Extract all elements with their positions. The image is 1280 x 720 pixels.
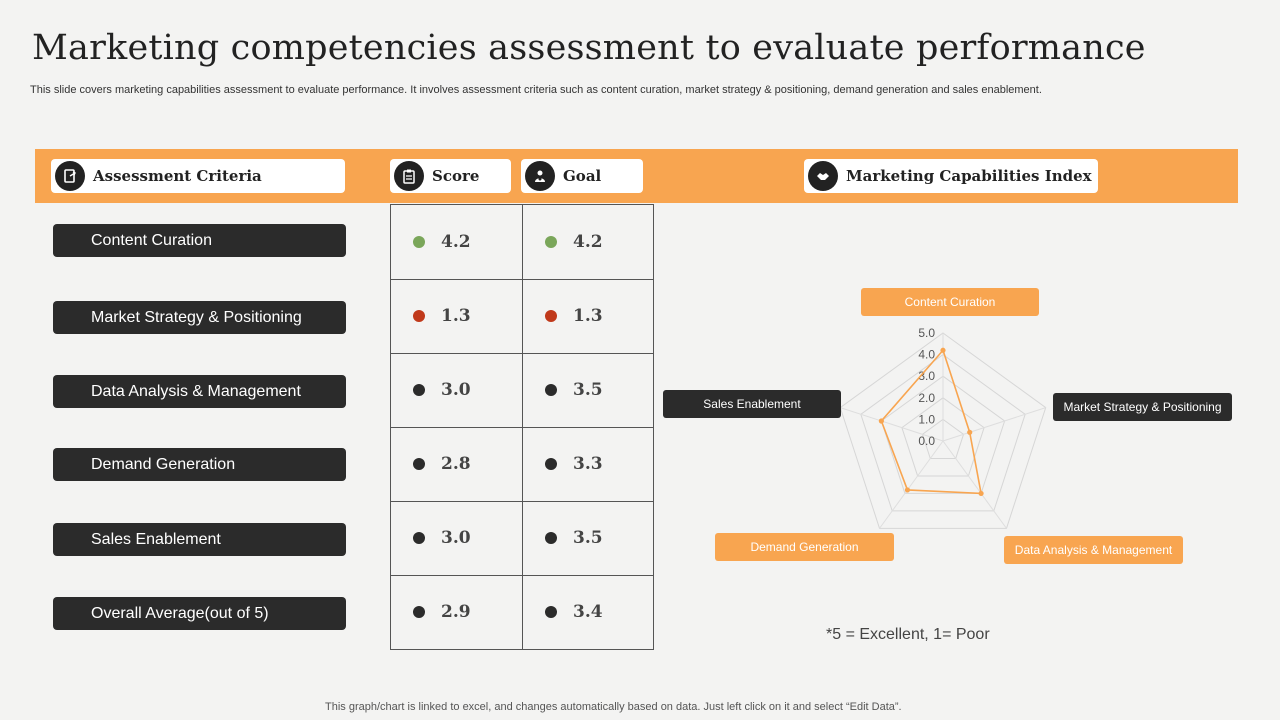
radar-grid	[839, 332, 1047, 529]
page-title: Marketing competencies assessment to eva…	[32, 28, 1146, 68]
status-dot	[545, 532, 557, 544]
radar-tick-label: 1.0	[918, 412, 935, 426]
score-cell: 3.0	[391, 353, 522, 427]
radar-axis-label: Sales Enablement	[663, 390, 841, 418]
radar-axis-label: Market Strategy & Positioning	[1053, 393, 1232, 421]
radar-data-point	[978, 490, 984, 497]
radar-series-line	[880, 348, 983, 495]
table-header-bar: Assessment Criteria Score Goal Marketing…	[35, 149, 1238, 203]
status-dot	[545, 310, 557, 322]
table-divider	[391, 501, 653, 502]
radar-grid-ring	[880, 375, 1006, 494]
criterion-demand-generation: Demand Generation	[53, 448, 346, 481]
radar-spoke	[942, 440, 1007, 529]
score-value: 1.3	[441, 306, 471, 326]
score-value: 3.0	[441, 380, 471, 400]
status-dot	[545, 606, 557, 618]
clipboard-icon	[394, 161, 424, 191]
status-dot	[413, 236, 425, 248]
goal-value: 3.5	[573, 380, 603, 400]
radar-data-point	[940, 347, 946, 353]
status-dot	[413, 606, 425, 618]
radar-series	[878, 347, 984, 497]
status-dot	[413, 384, 425, 396]
handshake-icon	[808, 161, 838, 191]
score-value: 2.9	[441, 602, 471, 622]
goal-value: 1.3	[573, 306, 603, 326]
goal-value: 3.5	[573, 528, 603, 548]
header-marketing-index: Marketing Capabilities Index	[804, 159, 1098, 193]
radar-axis-label: Data Analysis & Management	[1004, 536, 1183, 564]
radar-tick-label: 5.0	[918, 326, 935, 340]
score-cell: 2.8	[391, 427, 522, 501]
score-value: 4.2	[441, 232, 471, 252]
status-dot	[413, 458, 425, 470]
radar-data-point	[878, 418, 884, 424]
status-dot	[545, 236, 557, 248]
radar-spoke	[840, 407, 944, 442]
criterion-sales-enablement: Sales Enablement	[53, 523, 346, 556]
radar-tick-label: 0.0	[918, 434, 935, 448]
radar-axis-label: Content Curation	[861, 288, 1039, 316]
status-dot	[413, 310, 425, 322]
score-value: 2.8	[441, 454, 471, 474]
score-value: 3.0	[441, 528, 471, 548]
radar-grid-ring	[901, 397, 985, 477]
goal-value: 4.2	[573, 232, 603, 252]
criterion-market-strategy: Market Strategy & Positioning	[53, 301, 346, 334]
header-assessment-criteria: Assessment Criteria	[51, 159, 345, 193]
page-subtitle: This slide covers marketing capabilities…	[30, 84, 1042, 96]
goal-value: 3.4	[573, 602, 603, 622]
header-index-label: Marketing Capabilities Index	[846, 167, 1092, 185]
status-dot	[545, 458, 557, 470]
radar-grid-ring	[860, 353, 1026, 512]
goal-cell: 3.5	[523, 353, 654, 427]
header-goal-label: Goal	[563, 167, 602, 185]
radar-tick-labels: 0.01.02.03.04.05.0	[918, 326, 935, 448]
radar-spoke	[879, 440, 944, 529]
status-dot	[545, 384, 557, 396]
radar-grid-ring	[839, 332, 1047, 529]
goal-value: 3.3	[573, 454, 603, 474]
table-divider	[391, 427, 653, 428]
radar-tick-label: 2.0	[918, 391, 935, 405]
table-divider	[391, 575, 653, 576]
score-cell: 1.3	[391, 279, 522, 353]
table-divider	[391, 353, 653, 354]
radar-spoke	[942, 407, 1046, 442]
score-goal-table: 4.2 4.2 1.3 1.3 3.0 3.5 2.8 3.3 3.0 3.5 …	[390, 204, 654, 650]
radar-axis-label: Demand Generation	[715, 533, 894, 561]
goal-cell: 3.4	[523, 575, 654, 649]
header-score-label: Score	[432, 167, 480, 185]
radar-data-point	[904, 487, 911, 493]
goal-cell: 3.5	[523, 501, 654, 575]
score-cell: 4.2	[391, 205, 522, 279]
radar-grid-ring	[921, 418, 965, 459]
rating-scale-note: *5 = Excellent, 1= Poor	[826, 626, 990, 643]
criterion-data-analysis: Data Analysis & Management	[53, 375, 346, 408]
table-divider	[391, 279, 653, 280]
score-cell: 3.0	[391, 501, 522, 575]
criterion-overall-average: Overall Average(out of 5)	[53, 597, 346, 630]
header-goal: Goal	[521, 159, 643, 193]
radar-data-point	[967, 429, 973, 435]
goal-cell: 1.3	[523, 279, 654, 353]
status-dot	[413, 532, 425, 544]
goal-cell: 3.3	[523, 427, 654, 501]
criterion-content-curation: Content Curation	[53, 224, 346, 257]
header-score: Score	[390, 159, 511, 193]
score-cell: 2.9	[391, 575, 522, 649]
footer-note: This graph/chart is linked to excel, and…	[325, 701, 902, 713]
target-person-icon	[525, 161, 555, 191]
document-share-icon	[55, 161, 85, 191]
goal-cell: 4.2	[523, 205, 654, 279]
radar-tick-label: 4.0	[918, 348, 935, 362]
header-criteria-label: Assessment Criteria	[93, 167, 262, 185]
